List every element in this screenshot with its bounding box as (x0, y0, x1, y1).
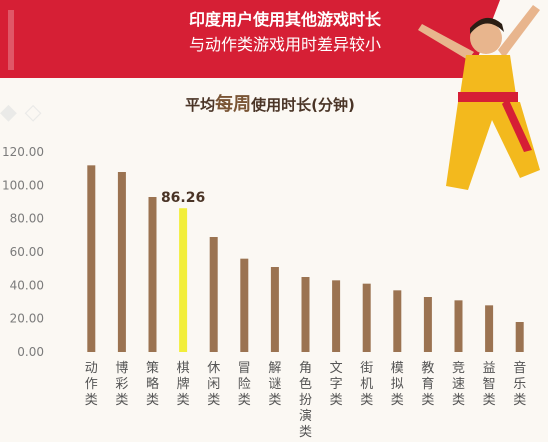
x-tick-label: 冒险类 (238, 361, 251, 408)
subtitle-emphasis: 每周 (215, 94, 252, 115)
bar-休闲类 (209, 237, 218, 352)
dancer-belt-tail (502, 98, 532, 152)
bar-角色扮演类 (301, 277, 310, 352)
x-tick-label: 竞速类 (452, 360, 465, 408)
bar-模拟类 (393, 290, 402, 352)
x-tick-label: 街机类 (360, 361, 373, 408)
bar-博彩类 (117, 172, 126, 352)
watermark: ◆ ◇ (0, 100, 42, 125)
x-tick-label: 模拟类 (391, 361, 404, 408)
bar-益智类 (485, 305, 494, 352)
y-tick-label: 120.00 (2, 145, 44, 159)
dancer-belt (458, 92, 518, 102)
x-tick-label: 策略类 (146, 360, 159, 408)
banner-text: 印度用户使用其他游戏时长 与动作类游戏用时差异较小 (150, 8, 420, 58)
dancer-arm-right (498, 5, 540, 58)
y-tick-label: 0.00 (17, 345, 44, 359)
y-tick-label: 80.00 (10, 212, 44, 226)
subtitle-before: 平均 (185, 96, 216, 114)
dancer-shirt (460, 55, 516, 95)
x-tick-label: 动作类 (85, 361, 98, 408)
chart-subtitle: 平均每周使用时长(分钟) (120, 90, 420, 116)
y-tick-label: 20.00 (10, 312, 44, 326)
x-tick-label: 博彩类 (115, 361, 128, 408)
x-tick-label: 角色扮演类 (299, 361, 312, 440)
x-tick-label: 休闲类 (207, 361, 220, 408)
subtitle-after: 使用时长(分钟) (251, 96, 355, 114)
bar-棋牌类 (179, 208, 188, 352)
dancer-head (470, 22, 502, 54)
banner-stripe (8, 10, 14, 70)
x-tick-label: 解谜类 (268, 361, 281, 408)
x-tick-label: 教育类 (421, 360, 434, 408)
banner-line-1: 印度用户使用其他游戏时长 (188, 10, 381, 29)
highlight-value-label: 86.26 (161, 190, 205, 206)
dancer-hair (470, 17, 504, 34)
bar-竞速类 (454, 300, 463, 352)
x-tick-label: 文字类 (330, 361, 343, 408)
bar-文字类 (332, 280, 341, 352)
banner-background (0, 0, 500, 78)
y-tick-label: 60.00 (10, 245, 44, 259)
dancer-illustration (418, 5, 540, 190)
x-tick-label: 音乐类 (513, 360, 526, 408)
bar-街机类 (362, 283, 371, 352)
bar-解谜类 (270, 267, 279, 352)
banner-line-2: 与动作类游戏用时差异较小 (188, 35, 381, 54)
x-tick-label: 棋牌类 (177, 361, 190, 408)
y-tick-label: 40.00 (10, 278, 44, 292)
y-tick-label: 100.00 (2, 178, 44, 192)
bar-动作类 (87, 165, 96, 352)
bar-教育类 (423, 297, 432, 352)
bar-策略类 (148, 197, 157, 352)
title-banner (0, 0, 500, 78)
bar-音乐类 (515, 322, 524, 352)
bar-冒险类 (240, 258, 249, 352)
dancer-arm (418, 24, 474, 60)
x-tick-label: 益智类 (483, 361, 496, 408)
